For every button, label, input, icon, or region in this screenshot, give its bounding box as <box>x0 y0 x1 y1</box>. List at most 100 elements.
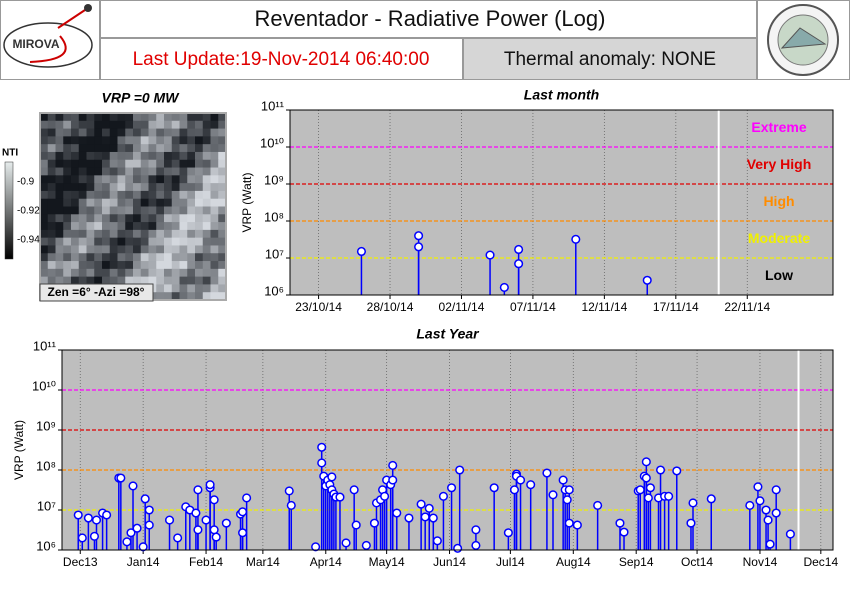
image-pixel <box>47 190 56 200</box>
threshold-label: Extreme <box>751 119 806 135</box>
y-tick-label: 10⁹ <box>264 172 284 187</box>
image-pixel <box>156 206 165 215</box>
image-pixel <box>202 253 211 262</box>
image-pixel <box>55 159 64 169</box>
y-tick-label: 10⁷ <box>265 246 284 261</box>
x-tick-label: Jul14 <box>496 555 525 569</box>
image-pixel <box>171 128 180 137</box>
data-point <box>144 505 154 515</box>
data-point <box>221 518 231 528</box>
data-point <box>641 473 651 483</box>
image-pixel <box>179 253 188 262</box>
image-pixel <box>63 128 72 137</box>
image-pixel <box>133 167 142 176</box>
image-pixel <box>187 144 196 153</box>
image-pixel <box>86 190 95 200</box>
image-pixel <box>164 268 173 278</box>
image-pixel <box>179 292 188 301</box>
data-point <box>242 493 252 503</box>
image-pixel <box>164 284 173 293</box>
image-pixel <box>140 120 149 130</box>
image-pixel <box>117 167 126 176</box>
image-pixel <box>109 253 118 262</box>
image-pixel <box>156 222 165 231</box>
image-pixel <box>71 206 80 215</box>
image-pixel <box>55 167 64 176</box>
image-pixel <box>102 253 111 262</box>
image-pixel <box>102 237 111 246</box>
image-pixel <box>55 237 64 246</box>
data-point <box>211 532 221 542</box>
data-point <box>447 483 457 493</box>
image-pixel <box>218 113 227 122</box>
image-pixel <box>125 245 134 254</box>
image-pixel <box>102 183 111 192</box>
image-pixel <box>109 136 118 145</box>
data-point <box>641 457 651 467</box>
image-pixel <box>71 144 80 153</box>
image-pixel <box>117 159 126 169</box>
image-pixel <box>55 253 64 262</box>
image-pixel <box>71 167 80 176</box>
image-pixel <box>218 276 227 285</box>
image-pixel <box>156 292 165 301</box>
image-pixel <box>179 144 188 153</box>
image-pixel <box>148 237 157 246</box>
image-pixel <box>195 245 204 254</box>
data-point <box>164 515 175 525</box>
image-pixel <box>164 183 173 192</box>
image-pixel <box>133 276 142 285</box>
colorbar <box>4 161 14 260</box>
x-tick-label: 07/11/14 <box>510 300 556 314</box>
data-point <box>77 533 87 543</box>
x-tick-label: Sep14 <box>619 555 654 569</box>
data-point <box>327 472 337 482</box>
data-point <box>562 495 572 505</box>
image-pixel <box>187 136 196 145</box>
image-pixel <box>179 198 188 207</box>
image-pixel <box>218 159 227 169</box>
threshold-label: Low <box>765 267 793 283</box>
data-point <box>745 500 755 510</box>
data-point <box>432 536 442 546</box>
image-pixel <box>210 128 219 137</box>
data-point <box>317 442 327 452</box>
image-pixel <box>202 268 211 278</box>
image-pixel <box>195 128 204 137</box>
data-point <box>351 520 361 530</box>
data-point <box>416 499 426 509</box>
image-pixel <box>109 245 118 254</box>
image-pixel <box>47 222 56 231</box>
image-pixel <box>71 136 80 145</box>
uni-logo-mark <box>780 27 827 49</box>
image-pixel <box>202 284 211 293</box>
image-pixel <box>156 151 165 161</box>
image-pixel <box>164 214 173 223</box>
image-pixel <box>40 159 49 169</box>
image-pixel <box>94 237 103 246</box>
image-pixel <box>133 120 142 130</box>
image-pixel <box>218 292 227 301</box>
image-pixel <box>202 128 211 137</box>
image-pixel <box>140 190 149 200</box>
image-pixel <box>40 268 49 278</box>
threshold-label: High <box>763 193 794 209</box>
data-point <box>128 481 138 491</box>
data-point <box>238 507 248 517</box>
update-cell <box>100 38 463 80</box>
image-pixel <box>179 159 188 169</box>
image-pixel <box>125 175 134 184</box>
threshold-label: Very High <box>747 156 812 172</box>
image-pixel <box>218 198 227 207</box>
image-pixel <box>55 245 64 254</box>
image-pixel <box>187 151 196 161</box>
image-pixel <box>40 167 49 176</box>
data-point <box>485 250 495 260</box>
image-pixel <box>40 214 49 223</box>
image-pixel <box>117 151 126 161</box>
image-pixel <box>179 151 188 161</box>
image-pixel <box>55 120 64 130</box>
image-pixel <box>156 144 165 153</box>
data-point <box>205 480 215 490</box>
image-pixel <box>125 237 134 246</box>
